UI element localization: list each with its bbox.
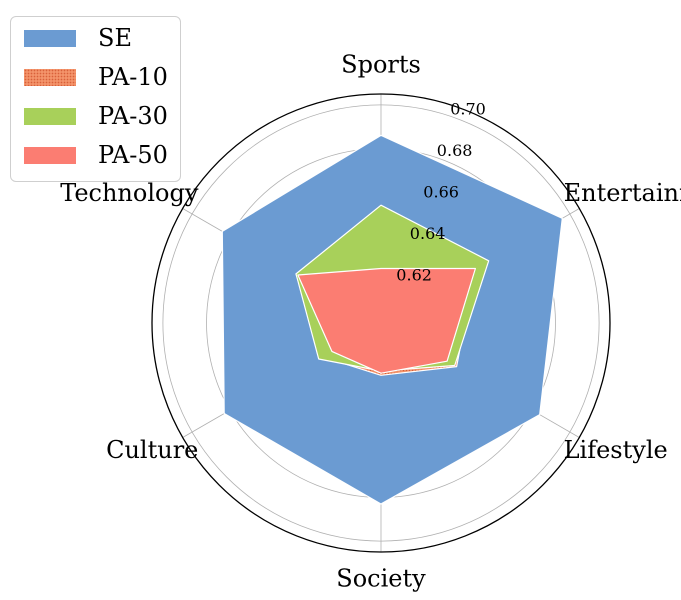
category-label-technology: Technology bbox=[60, 179, 199, 207]
r-tick-label-2: 0.66 bbox=[423, 182, 459, 201]
legend-label-pa10: PA-10 bbox=[98, 63, 168, 91]
r-tick-label-3: 0.68 bbox=[437, 141, 473, 160]
category-label-sports: Sports bbox=[341, 51, 421, 79]
legend: SE PA-10 PA-30 PA-50 bbox=[10, 16, 181, 182]
legend-swatch-pa10 bbox=[24, 68, 76, 86]
r-tick-label-4: 0.70 bbox=[450, 99, 486, 118]
legend-swatch-se bbox=[24, 29, 76, 47]
legend-label-pa50: PA-50 bbox=[98, 141, 168, 169]
category-labels: Sports Entertainment Lifestyle Society Cultu… bbox=[60, 51, 681, 593]
legend-label-se: SE bbox=[98, 24, 132, 52]
category-label-entertainment: Entertainment bbox=[564, 179, 681, 207]
category-label-culture: Culture bbox=[106, 436, 198, 464]
series-area-pa50 bbox=[297, 267, 476, 374]
category-label-lifestyle: Lifestyle bbox=[564, 436, 668, 464]
legend-item-se: SE bbox=[24, 21, 132, 55]
r-tick-label-1: 0.64 bbox=[410, 224, 446, 243]
r-tick-label-0: 0.62 bbox=[396, 265, 432, 284]
radial-tick-labels: 0.62 0.64 0.66 0.68 0.70 bbox=[396, 99, 486, 284]
legend-label-pa30: PA-30 bbox=[98, 102, 168, 130]
category-label-society: Society bbox=[336, 565, 426, 593]
outer-boundary bbox=[151, 93, 611, 553]
radar-series bbox=[221, 134, 563, 505]
legend-swatch-pa50 bbox=[24, 146, 76, 164]
legend-item-pa10: PA-10 bbox=[24, 60, 168, 94]
legend-item-pa30: PA-30 bbox=[24, 99, 168, 133]
legend-item-pa50: PA-50 bbox=[24, 138, 168, 172]
legend-swatch-pa30 bbox=[24, 107, 76, 125]
